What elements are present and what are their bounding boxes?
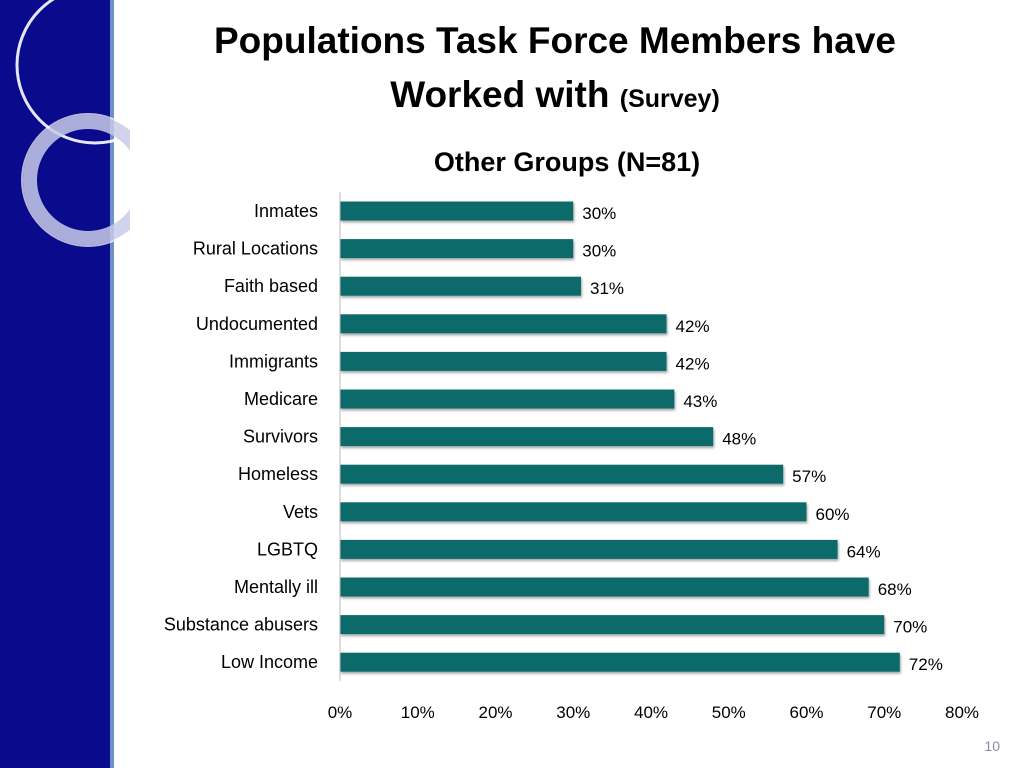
slide-title-line1: Populations Task Force Members have bbox=[214, 20, 896, 61]
data-label: 64% bbox=[847, 542, 881, 561]
data-label: 57% bbox=[792, 467, 826, 486]
x-tick-labels-group: 0% 10% 20% 30% 40% 50% 60% 70% 80% bbox=[328, 703, 979, 722]
category-label: Medicare bbox=[244, 389, 318, 409]
bar-undocumented bbox=[340, 314, 667, 334]
x-tick-label: 50% bbox=[712, 703, 746, 722]
bar-substance-abusers bbox=[340, 615, 885, 635]
x-tick-label: 20% bbox=[478, 703, 512, 722]
data-label: 60% bbox=[816, 505, 850, 524]
category-label: Undocumented bbox=[196, 314, 318, 334]
sidebar-edge bbox=[110, 0, 114, 768]
slide-title-suffix: (Survey) bbox=[619, 85, 720, 113]
data-label: 48% bbox=[722, 430, 756, 449]
data-label: 43% bbox=[683, 392, 717, 411]
data-labels-group: 30% 30% 31% 42% 42% 43% 48% 57% 60% 64% 68% 70% 72% bbox=[582, 204, 943, 674]
bar-survivors bbox=[340, 427, 714, 447]
x-tick-label: 10% bbox=[401, 703, 435, 722]
bar-faith-based bbox=[340, 276, 582, 296]
category-label: Substance abusers bbox=[164, 615, 318, 635]
slide-number: 10 bbox=[984, 738, 1000, 754]
category-label: Immigrants bbox=[229, 351, 318, 371]
slide-title: Populations Task Force Members have Work… bbox=[130, 14, 980, 126]
category-label: Rural Locations bbox=[193, 239, 318, 259]
bar-medicare bbox=[340, 389, 675, 409]
data-label: 42% bbox=[676, 354, 710, 373]
x-tick-label: 80% bbox=[945, 703, 979, 722]
category-label: Low Income bbox=[221, 652, 318, 672]
category-label: Mentally ill bbox=[234, 577, 318, 597]
x-tick-label: 60% bbox=[789, 703, 823, 722]
data-label: 72% bbox=[909, 655, 943, 674]
slide-title-line2: Worked with (Survey) bbox=[130, 68, 980, 126]
category-label: Survivors bbox=[243, 427, 318, 447]
bar-lgbtq bbox=[340, 539, 838, 559]
decorative-rings bbox=[15, 0, 130, 247]
data-label: 70% bbox=[893, 618, 927, 637]
x-tick-label: 70% bbox=[867, 703, 901, 722]
category-labels-group: Inmates Rural Locations Faith based Undocum… bbox=[164, 201, 318, 672]
category-label: Homeless bbox=[238, 464, 318, 484]
bars-group bbox=[340, 201, 900, 672]
bar-mentally-ill bbox=[340, 577, 869, 597]
bar-homeless bbox=[340, 464, 784, 484]
category-label: Faith based bbox=[224, 276, 318, 296]
data-label: 42% bbox=[676, 317, 710, 336]
x-tick-label: 30% bbox=[556, 703, 590, 722]
data-label: 68% bbox=[878, 580, 912, 599]
x-tick-label: 40% bbox=[634, 703, 668, 722]
category-label: LGBTQ bbox=[257, 539, 318, 559]
bar-low-income bbox=[340, 652, 900, 672]
category-label: Inmates bbox=[254, 201, 318, 221]
data-label: 30% bbox=[582, 204, 616, 223]
data-label: 30% bbox=[582, 242, 616, 261]
x-tick-label: 0% bbox=[328, 703, 353, 722]
bar-inmates bbox=[340, 201, 574, 221]
data-label: 31% bbox=[590, 279, 624, 298]
bar-immigrants bbox=[340, 351, 667, 371]
category-label: Vets bbox=[283, 502, 318, 522]
bar-vets bbox=[340, 502, 807, 522]
slide-title-line2-main: Worked with bbox=[390, 74, 610, 115]
bar-rural-locations bbox=[340, 239, 574, 259]
chart-title: Other Groups (N=81) bbox=[434, 147, 700, 177]
